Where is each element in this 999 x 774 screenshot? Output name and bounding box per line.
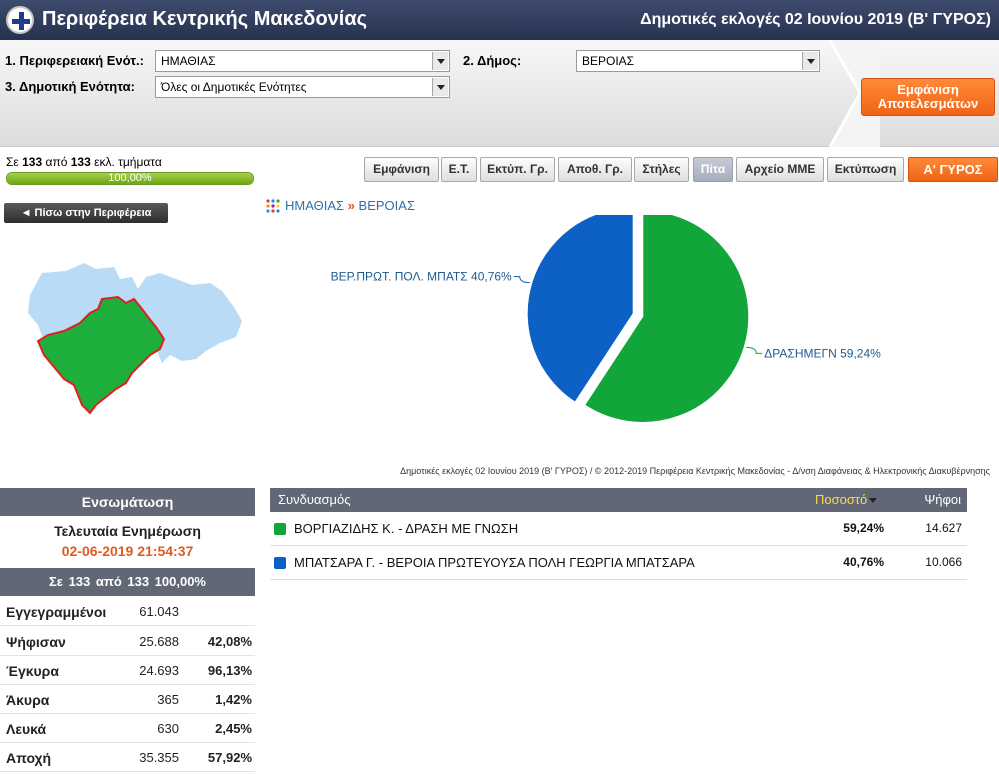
filter-panel: 1. Περιφερειακή Ενότ.: ΗΜΑΘΙΑΣ 2. Δήμος:… xyxy=(0,40,999,147)
top-header: Περιφέρεια Κεντρικής Μακεδονίας Δημοτικέ… xyxy=(0,0,999,40)
site-title[interactable]: Περιφέρεια Κεντρικής Μακεδονίας xyxy=(42,8,368,30)
party-name: ΜΠΑΤΣΑΡΑ Γ. - ΒΕΡΟΙΑ ΠΡΩΤΕΥΟΥΣΑ ΠΟΛΗ ΓΕΩ… xyxy=(294,555,695,570)
progress-fill xyxy=(7,173,253,184)
stats-value: 365 xyxy=(157,692,179,707)
stats-percent: 96,13% xyxy=(207,663,252,678)
stats-value: 61.043 xyxy=(139,604,179,619)
stats-row-blank: Λευκά 630 2,45% xyxy=(0,714,255,743)
progress-middle: από xyxy=(45,155,68,169)
stats-label: Έγκυρα xyxy=(6,663,59,679)
copyright-text: Δημοτικές εκλογές 02 Ιουνίου 2019 (Β' ΓΥ… xyxy=(400,466,990,476)
stats-row-registered: Εγγεγραμμένοι 61.043 xyxy=(0,597,255,626)
party-votes: 14.627 xyxy=(925,521,962,535)
columns-button[interactable]: Στήλες xyxy=(634,157,689,182)
pie-connector-0 xyxy=(746,346,763,354)
stats-value: 630 xyxy=(157,721,179,736)
stats-value: 25.688 xyxy=(139,634,179,649)
stats-row-voted: Ψήφισαν 25.688 42,08% xyxy=(0,627,255,656)
stats-percent: 57,92% xyxy=(207,750,252,765)
municipality-select[interactable]: ΒΕΡΟΙΑΣ xyxy=(576,50,820,72)
party-votes: 10.066 xyxy=(925,555,962,569)
stats-value: 24.693 xyxy=(139,663,179,678)
party-color-swatch xyxy=(274,557,286,569)
results-table-header: Συνδυασμός Ποσοστό Ψήφοι xyxy=(270,488,967,512)
table-row[interactable]: ΒΟΡΓΙΑΖΙΔΗΣ Κ. - ΔΡΑΣΗ ΜΕ ΓΝΩΣΗ 59,24% 1… xyxy=(270,512,967,546)
stats-percent: 1,42% xyxy=(215,692,252,707)
view-button[interactable]: Εμφάνιση xyxy=(364,157,439,182)
regional-unit-value: ΗΜΑΘΙΑΣ xyxy=(161,54,216,68)
save-graph-button[interactable]: Αποθ. Γρ. xyxy=(558,157,632,182)
stats-label: Άκυρα xyxy=(6,692,50,708)
party-percent: 59,24% xyxy=(843,521,884,535)
counted-stations-text: Σε 133 από 133 εκλ. τμήματα xyxy=(6,155,162,169)
stats-label: Λευκά xyxy=(6,721,47,737)
chevron-down-icon[interactable] xyxy=(432,52,448,70)
regional-unit-label: 1. Περιφερειακή Ενότ.: xyxy=(5,53,144,68)
stats-label: Ψήφισαν xyxy=(6,634,66,650)
stats-row-abstention: Αποχή 35.355 57,92% xyxy=(0,743,255,772)
municipal-unit-select[interactable]: Όλες οι Δημοτικές Ενότητες xyxy=(155,76,450,98)
municipality-map[interactable] xyxy=(20,255,260,425)
first-round-button[interactable]: Α' ΓΥΡΟΣ xyxy=(908,157,998,182)
progress-prefix: Σε xyxy=(6,155,19,169)
last-update-label: Τελευταία Ενημέρωση xyxy=(54,523,201,539)
breadcrumb: ΗΜΑΘΙΑΣ » ΒΕΡΟΙΑΣ xyxy=(285,198,415,213)
party-name: ΒΟΡΓΙΑΖΙΔΗΣ Κ. - ΔΡΑΣΗ ΜΕ ΓΝΩΣΗ xyxy=(294,521,519,536)
integration-summary: Σε 133 από 133 100,00% xyxy=(0,568,255,596)
back-to-region-button[interactable]: ◄ Πίσω στην Περιφέρεια xyxy=(4,203,168,223)
pie-button[interactable]: Πίτα xyxy=(693,157,733,182)
pie-chart: ΔΡΑΣΗΜΕΓΝ 59,24% ΒΕΡ.ΠΡΩΤ. ΠΟΛ. ΜΠΑΤΣ 40,… xyxy=(331,215,881,423)
election-title: Δημοτικές εκλογές 02 Ιουνίου 2019 (Β' ΓΥ… xyxy=(640,11,991,28)
chevron-divider xyxy=(828,40,880,147)
votes-column-header[interactable]: Ψήφοι xyxy=(924,492,961,507)
show-results-line2: Αποτελεσμάτων xyxy=(877,96,979,111)
municipality-value: ΒΕΡΟΙΑΣ xyxy=(582,54,635,68)
dots-grid-icon xyxy=(266,199,280,213)
stats-label: Αποχή xyxy=(6,750,52,766)
breadcrumb-region-link[interactable]: ΗΜΑΘΙΑΣ xyxy=(285,198,345,213)
pie-label-0: ΔΡΑΣΗΜΕΓΝ 59,24% xyxy=(764,346,881,360)
cross-logo-icon[interactable] xyxy=(6,6,34,34)
combination-column-header[interactable]: Συνδυασμός xyxy=(278,492,351,507)
last-update-time: 02-06-2019 21:54:37 xyxy=(61,543,194,559)
municipal-unit-value: Όλες οι Δημοτικές Ενότητες xyxy=(161,80,307,94)
progress-counted: 133 xyxy=(22,155,43,169)
pie-connector-1 xyxy=(513,276,530,284)
progress-bar: 100,00% xyxy=(6,172,254,185)
pie-slice-0[interactable] xyxy=(583,215,750,423)
stats-row-invalid: Άκυρα 365 1,42% xyxy=(0,685,255,714)
media-file-button[interactable]: Αρχείο ΜΜΕ xyxy=(736,157,824,182)
progress-total: 133 xyxy=(70,155,91,169)
map-selected-veroia[interactable] xyxy=(36,295,166,415)
show-results-button[interactable]: Εμφάνιση Αποτελεσμάτων xyxy=(861,78,995,116)
party-color-swatch xyxy=(274,523,286,535)
print-graph-button[interactable]: Εκτύπ. Γρ. xyxy=(480,157,555,182)
pie-label-1: ΒΕΡ.ΠΡΩΤ. ΠΟΛ. ΜΠΑΤΣ 40,76% xyxy=(331,270,512,284)
chevron-down-icon[interactable] xyxy=(802,52,818,70)
print-button[interactable]: Εκτύπωση xyxy=(827,157,904,182)
party-percent: 40,76% xyxy=(843,555,884,569)
breadcrumb-separator: » xyxy=(347,198,355,213)
pie-slice-1[interactable] xyxy=(526,215,634,403)
stats-row-valid: Έγκυρα 24.693 96,13% xyxy=(0,656,255,685)
integration-header: Ενσωμάτωση xyxy=(0,488,255,516)
stats-percent: 42,08% xyxy=(207,634,252,649)
stats-percent: 2,45% xyxy=(215,721,252,736)
municipal-unit-label: 3. Δημοτική Ενότητα: xyxy=(5,79,135,94)
percent-column-header[interactable]: Ποσοστό xyxy=(815,492,878,507)
stats-value: 35.355 xyxy=(139,750,179,765)
stats-label: Εγγεγραμμένοι xyxy=(6,604,107,620)
show-results-line1: Εμφάνιση xyxy=(897,82,959,97)
progress-percent: 100,00% xyxy=(108,172,152,184)
municipality-label: 2. Δήμος: xyxy=(463,53,522,68)
progress-suffix: εκλ. τμήματα xyxy=(94,155,162,169)
chevron-down-icon[interactable] xyxy=(432,78,448,96)
et-button[interactable]: Ε.Τ. xyxy=(441,157,477,182)
table-row[interactable]: ΜΠΑΤΣΑΡΑ Γ. - ΒΕΡΟΙΑ ΠΡΩΤΕΥΟΥΣΑ ΠΟΛΗ ΓΕΩ… xyxy=(270,546,967,580)
breadcrumb-municipality-link[interactable]: ΒΕΡΟΙΑΣ xyxy=(358,198,415,213)
regional-unit-select[interactable]: ΗΜΑΘΙΑΣ xyxy=(155,50,450,72)
